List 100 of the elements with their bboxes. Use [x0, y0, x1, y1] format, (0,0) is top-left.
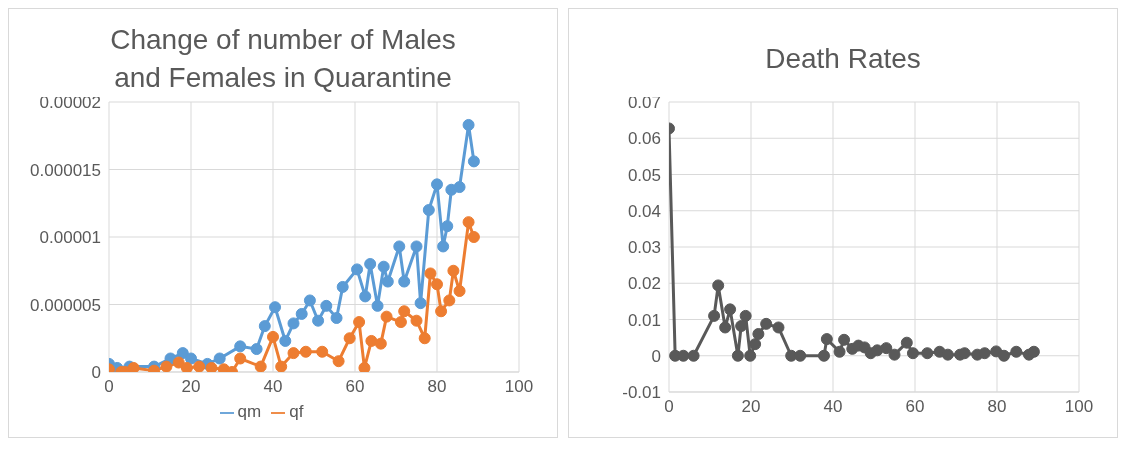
point [418, 332, 431, 345]
point [312, 314, 325, 327]
point [193, 360, 206, 372]
point [267, 330, 279, 343]
legend-label: qm [237, 402, 262, 421]
point [374, 337, 387, 350]
point [180, 361, 193, 372]
point [880, 342, 893, 355]
point [343, 332, 356, 345]
point [906, 347, 919, 360]
y-tick-label: -0.01 [622, 383, 661, 403]
x-tick-label: 60 [345, 377, 365, 397]
point [447, 264, 460, 277]
point [394, 316, 407, 329]
point [712, 279, 725, 292]
point [185, 352, 197, 365]
point [772, 321, 785, 334]
y-tick-label: 0 [91, 363, 101, 383]
point [900, 336, 913, 349]
point [234, 352, 247, 365]
x-tick-label: 60 [905, 397, 925, 417]
point [287, 347, 300, 360]
point [888, 348, 901, 361]
point [437, 240, 450, 253]
x-tick-label: 80 [427, 377, 447, 397]
point [295, 307, 308, 320]
chart-title: Change of number of Males and Females in Quarantine [110, 24, 456, 93]
y-tick-label: 0.01 [627, 310, 661, 330]
point [431, 278, 443, 291]
point [213, 352, 226, 365]
point [467, 231, 480, 243]
point [1027, 345, 1040, 358]
y-tick-label: 0.05 [627, 165, 661, 185]
point [398, 275, 411, 288]
point [351, 263, 364, 276]
point [1010, 345, 1023, 358]
point [443, 294, 456, 307]
point [353, 316, 366, 329]
point [760, 317, 773, 330]
point [749, 338, 762, 351]
point [320, 299, 333, 312]
point [299, 345, 312, 358]
point [744, 349, 757, 362]
x-tick-label: 20 [741, 397, 761, 417]
point [410, 314, 423, 327]
point [234, 340, 247, 353]
point [380, 310, 393, 323]
y-tick-label: 0.06 [627, 129, 661, 149]
legend-label: qf [289, 402, 304, 421]
point [254, 360, 267, 372]
point [330, 312, 343, 324]
x-tick-label: 20 [181, 377, 201, 397]
point [997, 349, 1010, 362]
point [287, 317, 300, 330]
x-tick-label: 100 [1064, 397, 1094, 417]
y-tick-label: 0.00001 [39, 228, 101, 248]
point [453, 285, 466, 297]
point [365, 334, 378, 347]
point [398, 305, 411, 318]
point [359, 290, 372, 303]
point [453, 181, 466, 194]
point [127, 361, 140, 372]
y-tick-label: 0.02 [627, 274, 661, 294]
point [414, 297, 427, 310]
point [462, 216, 475, 229]
point [833, 345, 846, 358]
point [381, 275, 394, 288]
point [941, 348, 954, 361]
point [462, 118, 475, 131]
point [332, 355, 345, 368]
point [422, 204, 435, 216]
y-tick-label: 0.000015 [30, 160, 101, 180]
chart-title: Death Rates [765, 42, 921, 76]
y-tick-label: 0.04 [627, 201, 661, 221]
x-tick-label: 40 [823, 397, 843, 417]
point [393, 240, 406, 253]
point [410, 240, 423, 253]
point [752, 328, 765, 340]
x-tick-label: 100 [504, 377, 534, 397]
point [838, 333, 851, 346]
point [358, 361, 371, 372]
y-tick-label: 0.000005 [30, 295, 101, 315]
point [364, 258, 377, 270]
point [160, 360, 173, 372]
point [303, 294, 316, 307]
point [279, 334, 292, 347]
point [336, 280, 349, 293]
point [731, 349, 744, 362]
y-tick-label: 0.00002 [39, 93, 101, 113]
point [250, 343, 263, 356]
point [820, 333, 833, 346]
point [205, 361, 218, 372]
x-tick-label: 40 [263, 377, 283, 397]
point [431, 178, 443, 191]
point [817, 349, 830, 362]
point [371, 299, 384, 312]
x-tick-label: 0 [664, 397, 674, 417]
point [172, 356, 185, 369]
point [794, 349, 807, 362]
point [687, 349, 700, 362]
